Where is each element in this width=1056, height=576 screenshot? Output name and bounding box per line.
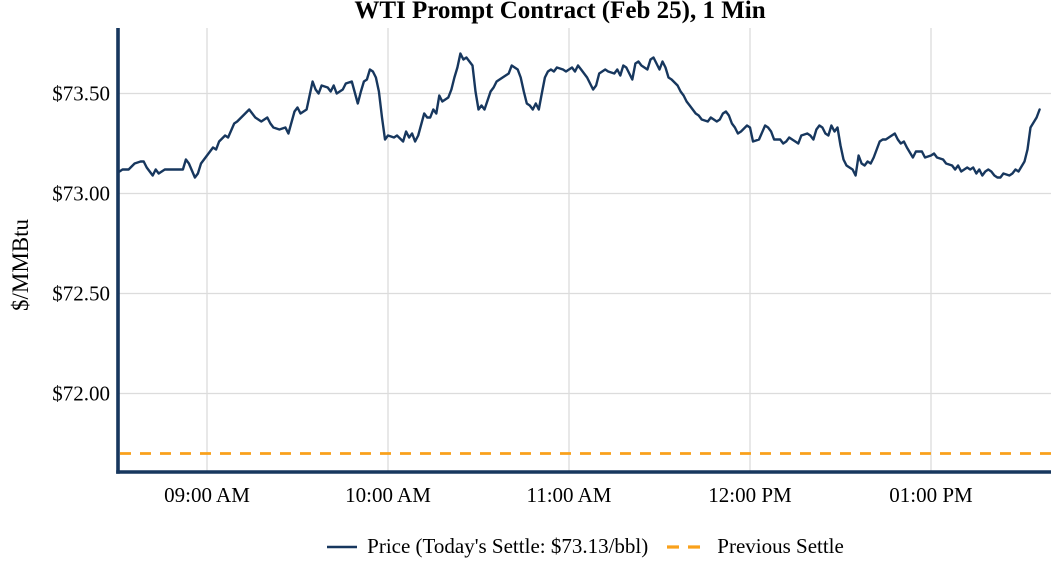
y-tick-label: $73.00 xyxy=(52,182,110,206)
previous-settle-swatch xyxy=(667,544,708,549)
x-tick-label: 10:00 AM xyxy=(345,483,431,507)
y-tick-label: $72.50 xyxy=(52,282,110,306)
x-tick-label: 01:00 PM xyxy=(889,483,973,507)
chart-title: WTI Prompt Contract (Feb 25), 1 Min xyxy=(354,0,766,24)
price-line xyxy=(118,52,1041,179)
legend: Price (Today's Settle: $73.13/bbl) Previ… xyxy=(118,534,1051,559)
legend-price-label: Price (Today's Settle: $73.13/bbl) xyxy=(367,534,649,558)
x-tick-label: 09:00 AM xyxy=(164,483,250,507)
legend-previous-settle-label: Previous Settle xyxy=(717,534,844,558)
y-tick-label: $73.50 xyxy=(52,82,110,106)
x-tick-label: 11:00 AM xyxy=(527,483,612,507)
y-axis-title: $/MMBtu xyxy=(8,218,33,312)
y-tick-label: $72.00 xyxy=(52,382,110,406)
x-tick-label: 12:00 PM xyxy=(708,483,792,507)
price-line-swatch xyxy=(327,545,358,548)
